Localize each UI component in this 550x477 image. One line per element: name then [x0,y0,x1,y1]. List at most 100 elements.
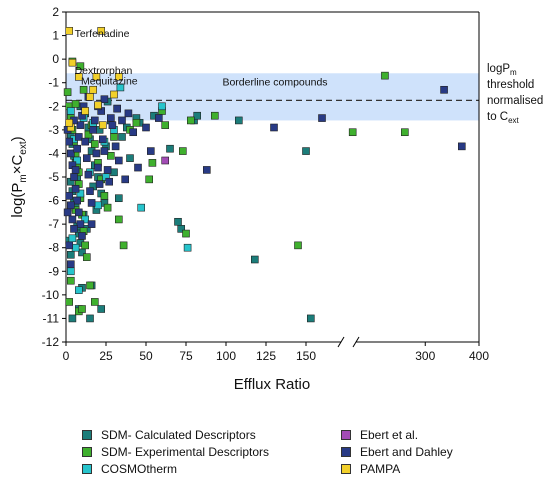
legend-swatch-icon [82,430,92,440]
borderline-band [66,73,479,121]
data-point [100,95,109,104]
threshold-label: normalised [487,95,543,107]
data-point [158,102,166,111]
legend-label: Ebert and Dahley [360,445,453,459]
data-point [182,229,190,238]
data-point [302,147,310,155]
y-tick-label: -8 [48,241,59,255]
data-point [68,58,77,67]
data-point [73,196,81,205]
legend-label: Ebert et al. [360,428,419,442]
data-point [161,156,169,165]
data-point [89,126,97,134]
data-point [235,116,243,125]
y-tick-label: -1 [48,76,59,90]
data-point [183,243,192,252]
data-point [73,144,81,153]
data-point [203,166,211,174]
data-point [134,163,142,172]
chart-legend: SDM- Calculated Descriptors SDM- Experim… [0,420,550,477]
data-point [110,168,118,177]
data-point [108,121,117,129]
data-point [94,201,102,210]
threshold-label-sub: ext [508,116,519,125]
data-point [65,118,73,127]
legend-swatch-icon [82,464,92,474]
legend-item-cosmotherm: COSMOtherm [82,461,177,477]
data-point [97,27,105,35]
data-point [89,85,97,94]
y-tick-label: 2 [52,5,59,19]
data-point [211,111,219,120]
legend-label: PAMPA [360,462,401,476]
data-point [145,175,153,184]
data-point [294,241,302,250]
x-tick-label: 400 [469,349,489,363]
data-point [86,187,94,195]
data-point [103,166,112,174]
threshold-label-sub: m [510,68,517,77]
data-point [76,220,85,228]
x-tick-label: 75 [179,349,193,363]
y-tick-label: 0 [52,52,59,66]
data-point [79,85,88,94]
data-point [166,144,174,153]
data-point [115,215,123,224]
data-point [100,147,109,155]
y-axis-title-sub: ext [18,141,29,155]
data-point [75,133,83,141]
data-point [81,241,89,250]
annotation-label: Mequitazine [81,75,138,87]
x-tick-label: 300 [415,349,435,363]
data-point [67,250,75,259]
y-tick-label: -9 [48,264,59,278]
data-point [99,135,107,144]
data-point [126,154,134,162]
data-point [401,128,409,137]
legend-label: COSMOtherm [101,462,178,476]
x-tick-label: 100 [216,349,236,363]
data-point [86,93,94,101]
annotation-label: Dextrorphan [75,65,133,77]
data-point [115,73,123,81]
threshold-label: to Cext [487,111,520,125]
data-point [78,232,86,240]
axis-break-mark [337,336,345,348]
x-tick-label: 25 [99,349,113,363]
y-axis-title-part: log(P [9,183,26,218]
data-point [107,151,115,160]
data-point [155,114,163,122]
legend-swatch-icon [82,447,92,457]
data-point [97,305,105,313]
legend-item-ebert-and-dahley: Ebert and Dahley [341,444,453,460]
data-point [381,71,389,80]
data-point [118,133,126,141]
data-point [251,255,259,264]
y-tick-label: -12 [42,335,60,349]
y-tick-label: -6 [48,194,59,208]
data-point [76,121,85,129]
data-point [92,73,101,81]
data-point [94,163,102,172]
data-point [115,194,123,203]
x-tick-label: 50 [139,349,153,363]
data-point [91,140,99,148]
data-point [121,175,129,184]
data-point [137,203,145,212]
data-point [174,217,182,226]
data-point [148,159,157,167]
data-point [87,199,96,207]
data-point [71,243,80,252]
legend-swatch-icon [341,447,351,457]
data-point [67,267,75,276]
legend-label: SDM- Calculated Descriptors [101,428,256,442]
data-point [75,73,83,81]
data-point [179,147,187,155]
data-point [68,234,77,243]
legend-item-sdm-experimental: SDM- Experimental Descriptors [82,444,269,460]
data-point [99,121,107,129]
data-point [129,128,137,137]
y-axis-title: log(Pm×Cext) [9,136,29,217]
x-tick-label: 0 [63,349,70,363]
data-point [78,305,86,313]
